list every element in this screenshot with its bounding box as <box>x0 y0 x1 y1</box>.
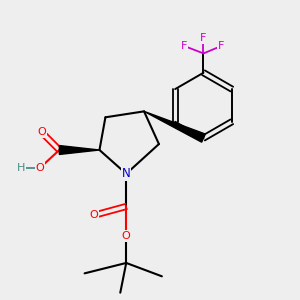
Text: F: F <box>218 41 224 51</box>
Polygon shape <box>59 146 100 154</box>
Text: O: O <box>89 210 98 220</box>
Text: H: H <box>16 163 25 173</box>
Text: O: O <box>122 231 130 241</box>
Text: O: O <box>36 163 44 173</box>
Text: F: F <box>200 33 207 43</box>
Text: N: N <box>122 167 130 180</box>
Polygon shape <box>144 111 205 142</box>
Text: O: O <box>37 127 46 137</box>
Text: F: F <box>181 41 188 51</box>
